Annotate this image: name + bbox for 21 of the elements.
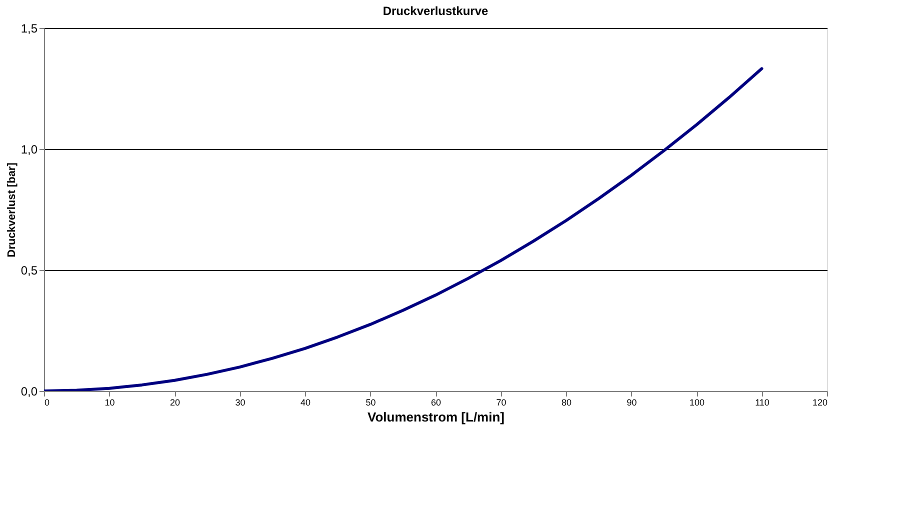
x-tick-label: 30: [235, 398, 246, 408]
x-tick-label: 100: [689, 398, 705, 408]
x-tick-label: 50: [366, 398, 376, 408]
x-tick-label: 110: [755, 398, 770, 408]
x-tick-label: 90: [626, 398, 637, 408]
chart-title: Druckverlustkurve: [382, 4, 489, 18]
x-tick-label: 120: [812, 398, 828, 408]
x-axis-title: Volumenstrom [L/min]: [368, 410, 504, 424]
y-tick-label: 0,0: [20, 384, 38, 398]
x-tick-label: 60: [430, 398, 442, 408]
x-tick-label: 80: [561, 398, 572, 408]
x-tick-label: 20: [170, 398, 180, 408]
x-tick-label: 10: [104, 398, 115, 408]
y-tick-label: 1,5: [20, 22, 38, 36]
x-tick-label: 70: [496, 398, 506, 408]
x-tick-label: 0: [44, 398, 50, 408]
line-series: [44, 67, 764, 391]
y-tick-label: 1,0: [20, 142, 38, 156]
x-tick-label: 40: [300, 398, 311, 408]
y-axis-title: Druckverlust [bar]: [6, 162, 18, 258]
y-tick-label: 0,5: [20, 264, 38, 278]
